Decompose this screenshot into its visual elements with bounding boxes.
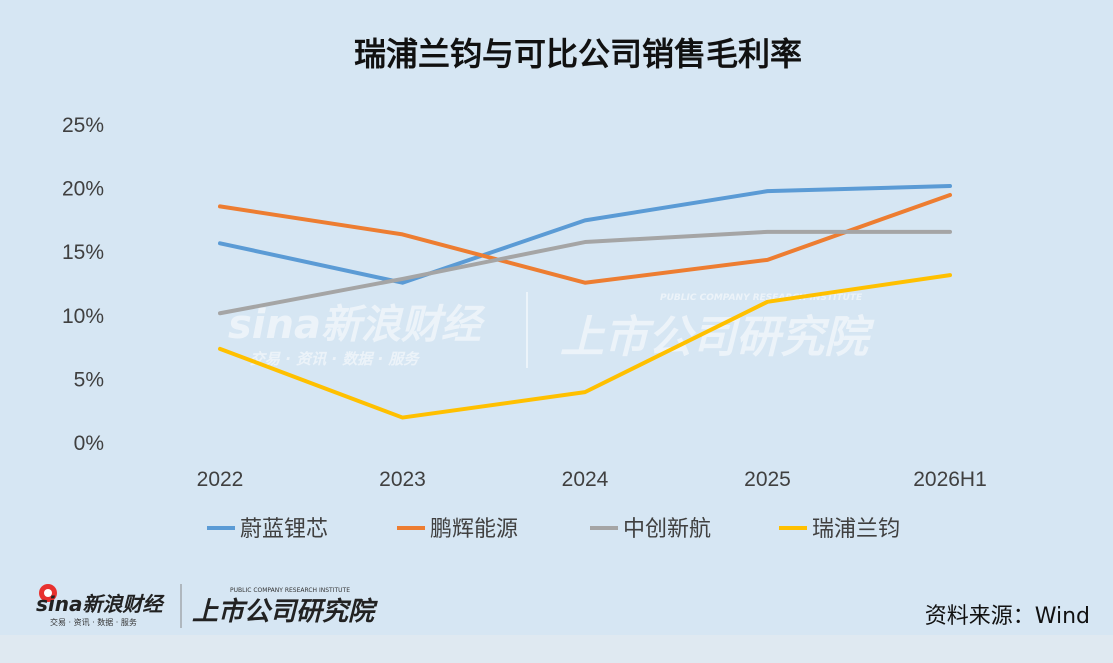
footer-brand-sub: 交易 · 资讯 · 数据 · 服务	[50, 617, 137, 627]
series-line-1	[218, 192, 952, 285]
y-tick-label: 20%	[62, 178, 104, 201]
watermark-brand-sub: 交易 · 资讯 · 数据 · 服务	[250, 350, 420, 368]
chart-panel	[0, 0, 1113, 635]
legend-label: 蔚蓝锂芯	[240, 517, 328, 542]
watermark-institute-en: PUBLIC COMPANY RESEARCH INSTITUTE	[660, 293, 863, 303]
y-tick-label: 15%	[62, 241, 104, 264]
legend-label: 瑞浦兰钧	[812, 517, 900, 542]
source-note: 资料来源：Wind	[925, 604, 1090, 629]
footer-institute: 上市公司研究院	[192, 597, 378, 627]
y-tick-label: 5%	[74, 368, 104, 391]
series-line-3	[218, 273, 952, 420]
footer-logo: sina新浪财经 交易 · 资讯 · 数据 · 服务 PUBLIC COMPAN…	[36, 584, 378, 628]
chart-title: 瑞浦兰钧与可比公司销售毛利率	[354, 35, 802, 73]
footer-brand: sina新浪财经	[36, 592, 165, 616]
x-tick-label: 2025	[744, 468, 791, 491]
watermark-brand: sina新浪财经	[228, 302, 486, 348]
x-tick-label: 2022	[197, 468, 244, 491]
legend-label: 鹏辉能源	[430, 517, 518, 542]
footer-institute-en: PUBLIC COMPANY RESEARCH INSTITUTE	[230, 587, 350, 594]
x-tick-label: 2026H1	[913, 468, 987, 491]
footer-band	[0, 635, 1113, 663]
y-tick-label: 0%	[74, 432, 104, 455]
series-line-0	[218, 184, 952, 285]
y-axis: 0% 5% 10% 15% 20% 25%	[62, 114, 104, 455]
legend: 蔚蓝锂芯 鹏辉能源 中创新航 瑞浦兰钧	[207, 517, 900, 542]
x-tick-label: 2023	[379, 468, 426, 491]
y-tick-label: 10%	[62, 305, 104, 328]
x-tick-label: 2024	[562, 468, 609, 491]
series-line-2	[218, 229, 952, 316]
x-axis: 2022 2023 2024 2025 2026H1	[197, 468, 987, 491]
legend-label: 中创新航	[623, 517, 711, 542]
watermark: sina新浪财经 交易 · 资讯 · 数据 · 服务 上市公司研究院 PUBLI…	[228, 292, 875, 368]
watermark-institute: 上市公司研究院	[560, 312, 875, 363]
y-tick-label: 25%	[62, 114, 104, 137]
series-lines	[218, 184, 952, 420]
